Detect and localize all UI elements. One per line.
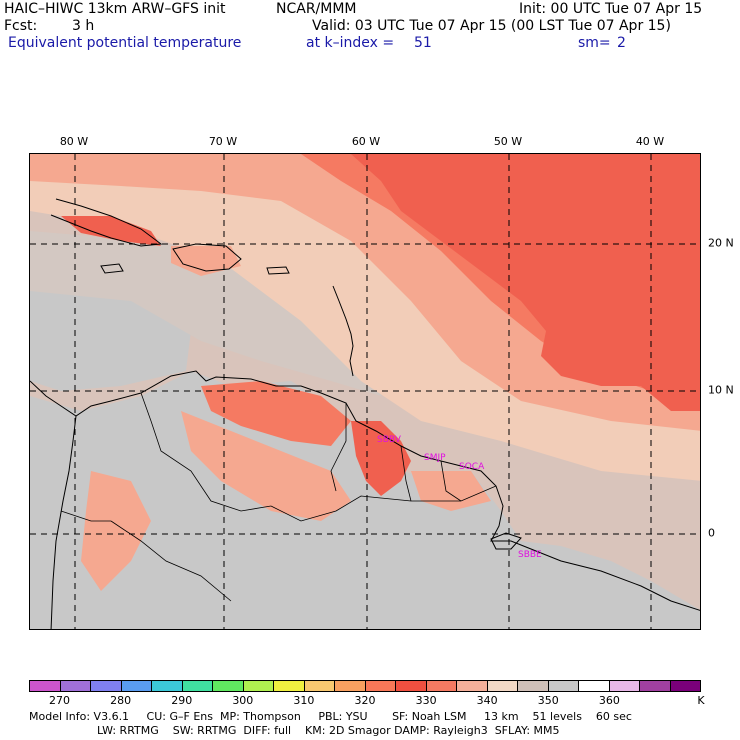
smoothing-label: sm= bbox=[578, 35, 611, 51]
model-title: HAIC–HIWC 13km ARW–GFS init bbox=[4, 1, 226, 17]
cuba-330 bbox=[61, 216, 161, 246]
colorbar-swatch bbox=[182, 681, 213, 691]
colorbar-tick-label: 300 bbox=[232, 694, 254, 707]
station-label-sbbv: SBBV bbox=[377, 435, 402, 445]
lon-label-40w: 40 W bbox=[635, 135, 665, 148]
colorbar-swatch bbox=[274, 681, 305, 691]
border-venezuela-guyana bbox=[330, 403, 347, 492]
colorbar-swatch bbox=[457, 681, 488, 691]
lon-label-80w: 80 W bbox=[59, 135, 89, 148]
colorbar-swatch bbox=[518, 681, 549, 691]
venezuela-340 bbox=[181, 411, 351, 521]
colorbar-swatch bbox=[426, 681, 457, 691]
lat-label-0: 0 bbox=[708, 526, 715, 540]
colorbar-tick-label: 280 bbox=[110, 694, 132, 707]
border-ecuador-peru bbox=[60, 510, 111, 522]
station-label-soca: SOCA bbox=[459, 462, 485, 472]
forecast-label: Fcst: bbox=[4, 18, 38, 34]
venezuela-335 bbox=[201, 381, 351, 446]
colorbar-swatch bbox=[152, 681, 183, 691]
model-info-line1: Model Info: V3.6.1 CU: G–F Ens MP: Thomp… bbox=[29, 710, 632, 723]
colorbar-tick-label: K bbox=[697, 694, 705, 707]
colorbar-swatch bbox=[304, 681, 335, 691]
colorbar-swatch bbox=[121, 681, 152, 691]
jamaica-coast bbox=[100, 263, 124, 274]
station-label-smjp: SMJP bbox=[424, 453, 446, 463]
graticule bbox=[30, 154, 700, 629]
colorbar-swatch bbox=[91, 681, 122, 691]
colorbar-swatch bbox=[548, 681, 579, 691]
map-panel: SBBV SMJP SOCA SBBE bbox=[29, 153, 701, 630]
lesser-antilles bbox=[332, 285, 354, 377]
colorbar-tick-label: 360 bbox=[598, 694, 620, 707]
colorbar-tick-label: 350 bbox=[537, 694, 559, 707]
border-brazil-north bbox=[270, 485, 497, 522]
guiana-330 bbox=[351, 421, 411, 496]
colorbar-swatch bbox=[487, 681, 518, 691]
map-canvas: SBBV SMJP SOCA SBBE bbox=[30, 154, 700, 629]
colorbar-tick-label: 310 bbox=[293, 694, 315, 707]
colorbar bbox=[29, 680, 701, 692]
colorbar-swatch bbox=[365, 681, 396, 691]
colorbar-tick-label: 340 bbox=[476, 694, 498, 707]
init-time: Init: 00 UTC Tue 07 Apr 15 bbox=[519, 1, 703, 17]
atlantic-340 bbox=[30, 154, 700, 431]
lat-label-20n: 20 N bbox=[708, 236, 734, 250]
colorbar-swatch bbox=[335, 681, 366, 691]
colorbar-tick-label: 290 bbox=[171, 694, 193, 707]
south-america-north-coast bbox=[110, 370, 700, 611]
colorbar-tick-label: 270 bbox=[49, 694, 71, 707]
colorbar-tick-label: 320 bbox=[354, 694, 376, 707]
border-colombia-venezuela bbox=[140, 392, 272, 512]
colorbar-swatch bbox=[396, 681, 427, 691]
lon-label-70w: 70 W bbox=[208, 135, 238, 148]
colorbar-swatch bbox=[243, 681, 274, 691]
colorbar-swatch bbox=[213, 681, 244, 691]
colorbar-swatch bbox=[609, 681, 640, 691]
atlantic-330 bbox=[351, 154, 700, 411]
organization-label: NCAR/MMM bbox=[276, 1, 357, 17]
colorbar-swatch bbox=[579, 681, 610, 691]
border-suriname-french-guiana bbox=[440, 460, 462, 502]
colorbar-tick-label: 330 bbox=[415, 694, 437, 707]
lon-label-50w: 50 W bbox=[493, 135, 523, 148]
forecast-hour: 3 h bbox=[72, 18, 95, 34]
colorbar-swatch bbox=[640, 681, 671, 691]
lon-label-60w: 60 W bbox=[351, 135, 381, 148]
border-guyana-suriname bbox=[400, 445, 412, 502]
andes-340 bbox=[81, 471, 151, 591]
colorbar-swatch bbox=[60, 681, 91, 691]
field-name: Equivalent potential temperature bbox=[8, 35, 242, 51]
lat-label-10n: 10 N bbox=[708, 383, 734, 397]
colorbar-swatch bbox=[670, 681, 700, 691]
central-america-coast bbox=[30, 380, 112, 417]
valid-time: Valid: 03 UTC Tue 07 Apr 15 (00 LST Tue … bbox=[312, 18, 671, 34]
model-info-line2: LW: RRTMG SW: RRTMG DIFF: full KM: 2D Sm… bbox=[97, 724, 560, 737]
level-value: 51 bbox=[414, 35, 432, 51]
level-label: at k–index = bbox=[306, 35, 395, 51]
colorbar-swatch bbox=[30, 681, 61, 691]
puerto-rico-coast bbox=[266, 266, 290, 275]
ocean-grey-belt bbox=[30, 231, 401, 396]
pacific-coast bbox=[50, 415, 77, 629]
cuba-coast bbox=[50, 198, 163, 247]
station-label-sbbe: SBBE bbox=[518, 550, 542, 560]
smoothing-value: 2 bbox=[617, 35, 626, 51]
